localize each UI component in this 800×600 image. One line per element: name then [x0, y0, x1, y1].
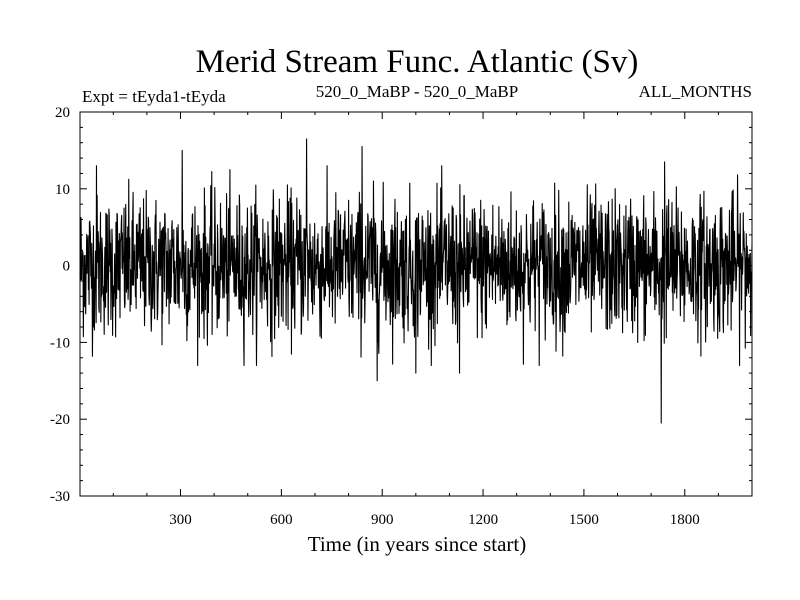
y-tick-label: -10 — [50, 335, 70, 351]
x-axis-label: Time (in years since start) — [308, 532, 527, 556]
tick-label-layer: 300 600 900 1200 1500 1800 -30 -20 -10 0 10 20 — [50, 105, 700, 528]
y-tick-label: -30 — [50, 489, 70, 505]
x-tick-label: 900 — [371, 512, 394, 528]
x-tick-label: 1200 — [468, 512, 498, 528]
months-label: ALL_MONTHS — [639, 82, 752, 101]
y-tick-label: -20 — [50, 412, 70, 428]
chart-title: Merid Stream Func. Atlantic (Sv) — [196, 44, 639, 80]
x-tick-label: 1500 — [569, 512, 599, 528]
series-layer — [79, 138, 753, 424]
plot-frame — [79, 111, 753, 497]
series-line — [79, 138, 753, 424]
y-tick-label: 10 — [55, 182, 70, 198]
y-tick-label: 0 — [63, 259, 71, 275]
period-label: 520_0_MaBP - 520_0_MaBP — [316, 82, 518, 101]
x-tick-label: 300 — [169, 512, 192, 528]
experiment-label: Expt = tEyda1-tEyda — [82, 87, 226, 106]
y-tick-label: 20 — [55, 105, 70, 121]
x-tick-label: 600 — [270, 512, 293, 528]
x-tick-label: 1800 — [670, 512, 700, 528]
